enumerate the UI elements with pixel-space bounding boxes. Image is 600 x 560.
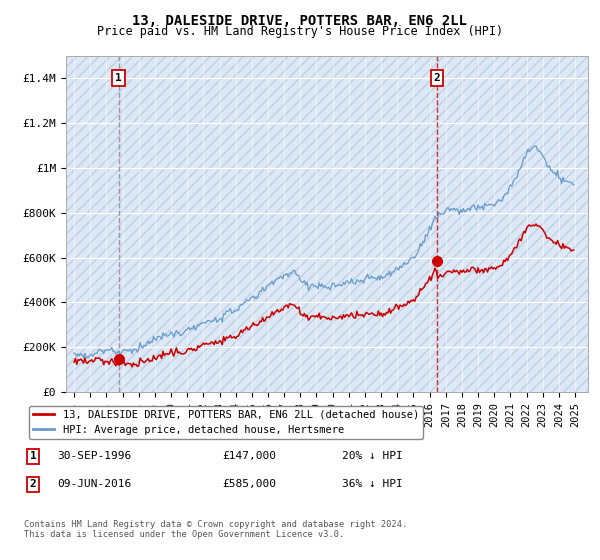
Text: 13, DALESIDE DRIVE, POTTERS BAR, EN6 2LL: 13, DALESIDE DRIVE, POTTERS BAR, EN6 2LL xyxy=(133,14,467,28)
Text: 20% ↓ HPI: 20% ↓ HPI xyxy=(342,451,403,461)
Text: 36% ↓ HPI: 36% ↓ HPI xyxy=(342,479,403,489)
Legend: 13, DALESIDE DRIVE, POTTERS BAR, EN6 2LL (detached house), HPI: Average price, d: 13, DALESIDE DRIVE, POTTERS BAR, EN6 2LL… xyxy=(29,405,423,439)
Text: Price paid vs. HM Land Registry's House Price Index (HPI): Price paid vs. HM Land Registry's House … xyxy=(97,25,503,38)
Text: 1: 1 xyxy=(29,451,37,461)
Text: £585,000: £585,000 xyxy=(222,479,276,489)
Text: 09-JUN-2016: 09-JUN-2016 xyxy=(57,479,131,489)
Text: Contains HM Land Registry data © Crown copyright and database right 2024.
This d: Contains HM Land Registry data © Crown c… xyxy=(24,520,407,539)
Text: 30-SEP-1996: 30-SEP-1996 xyxy=(57,451,131,461)
Text: £147,000: £147,000 xyxy=(222,451,276,461)
Text: 1: 1 xyxy=(115,73,122,83)
Text: 2: 2 xyxy=(433,73,440,83)
Text: 2: 2 xyxy=(29,479,37,489)
